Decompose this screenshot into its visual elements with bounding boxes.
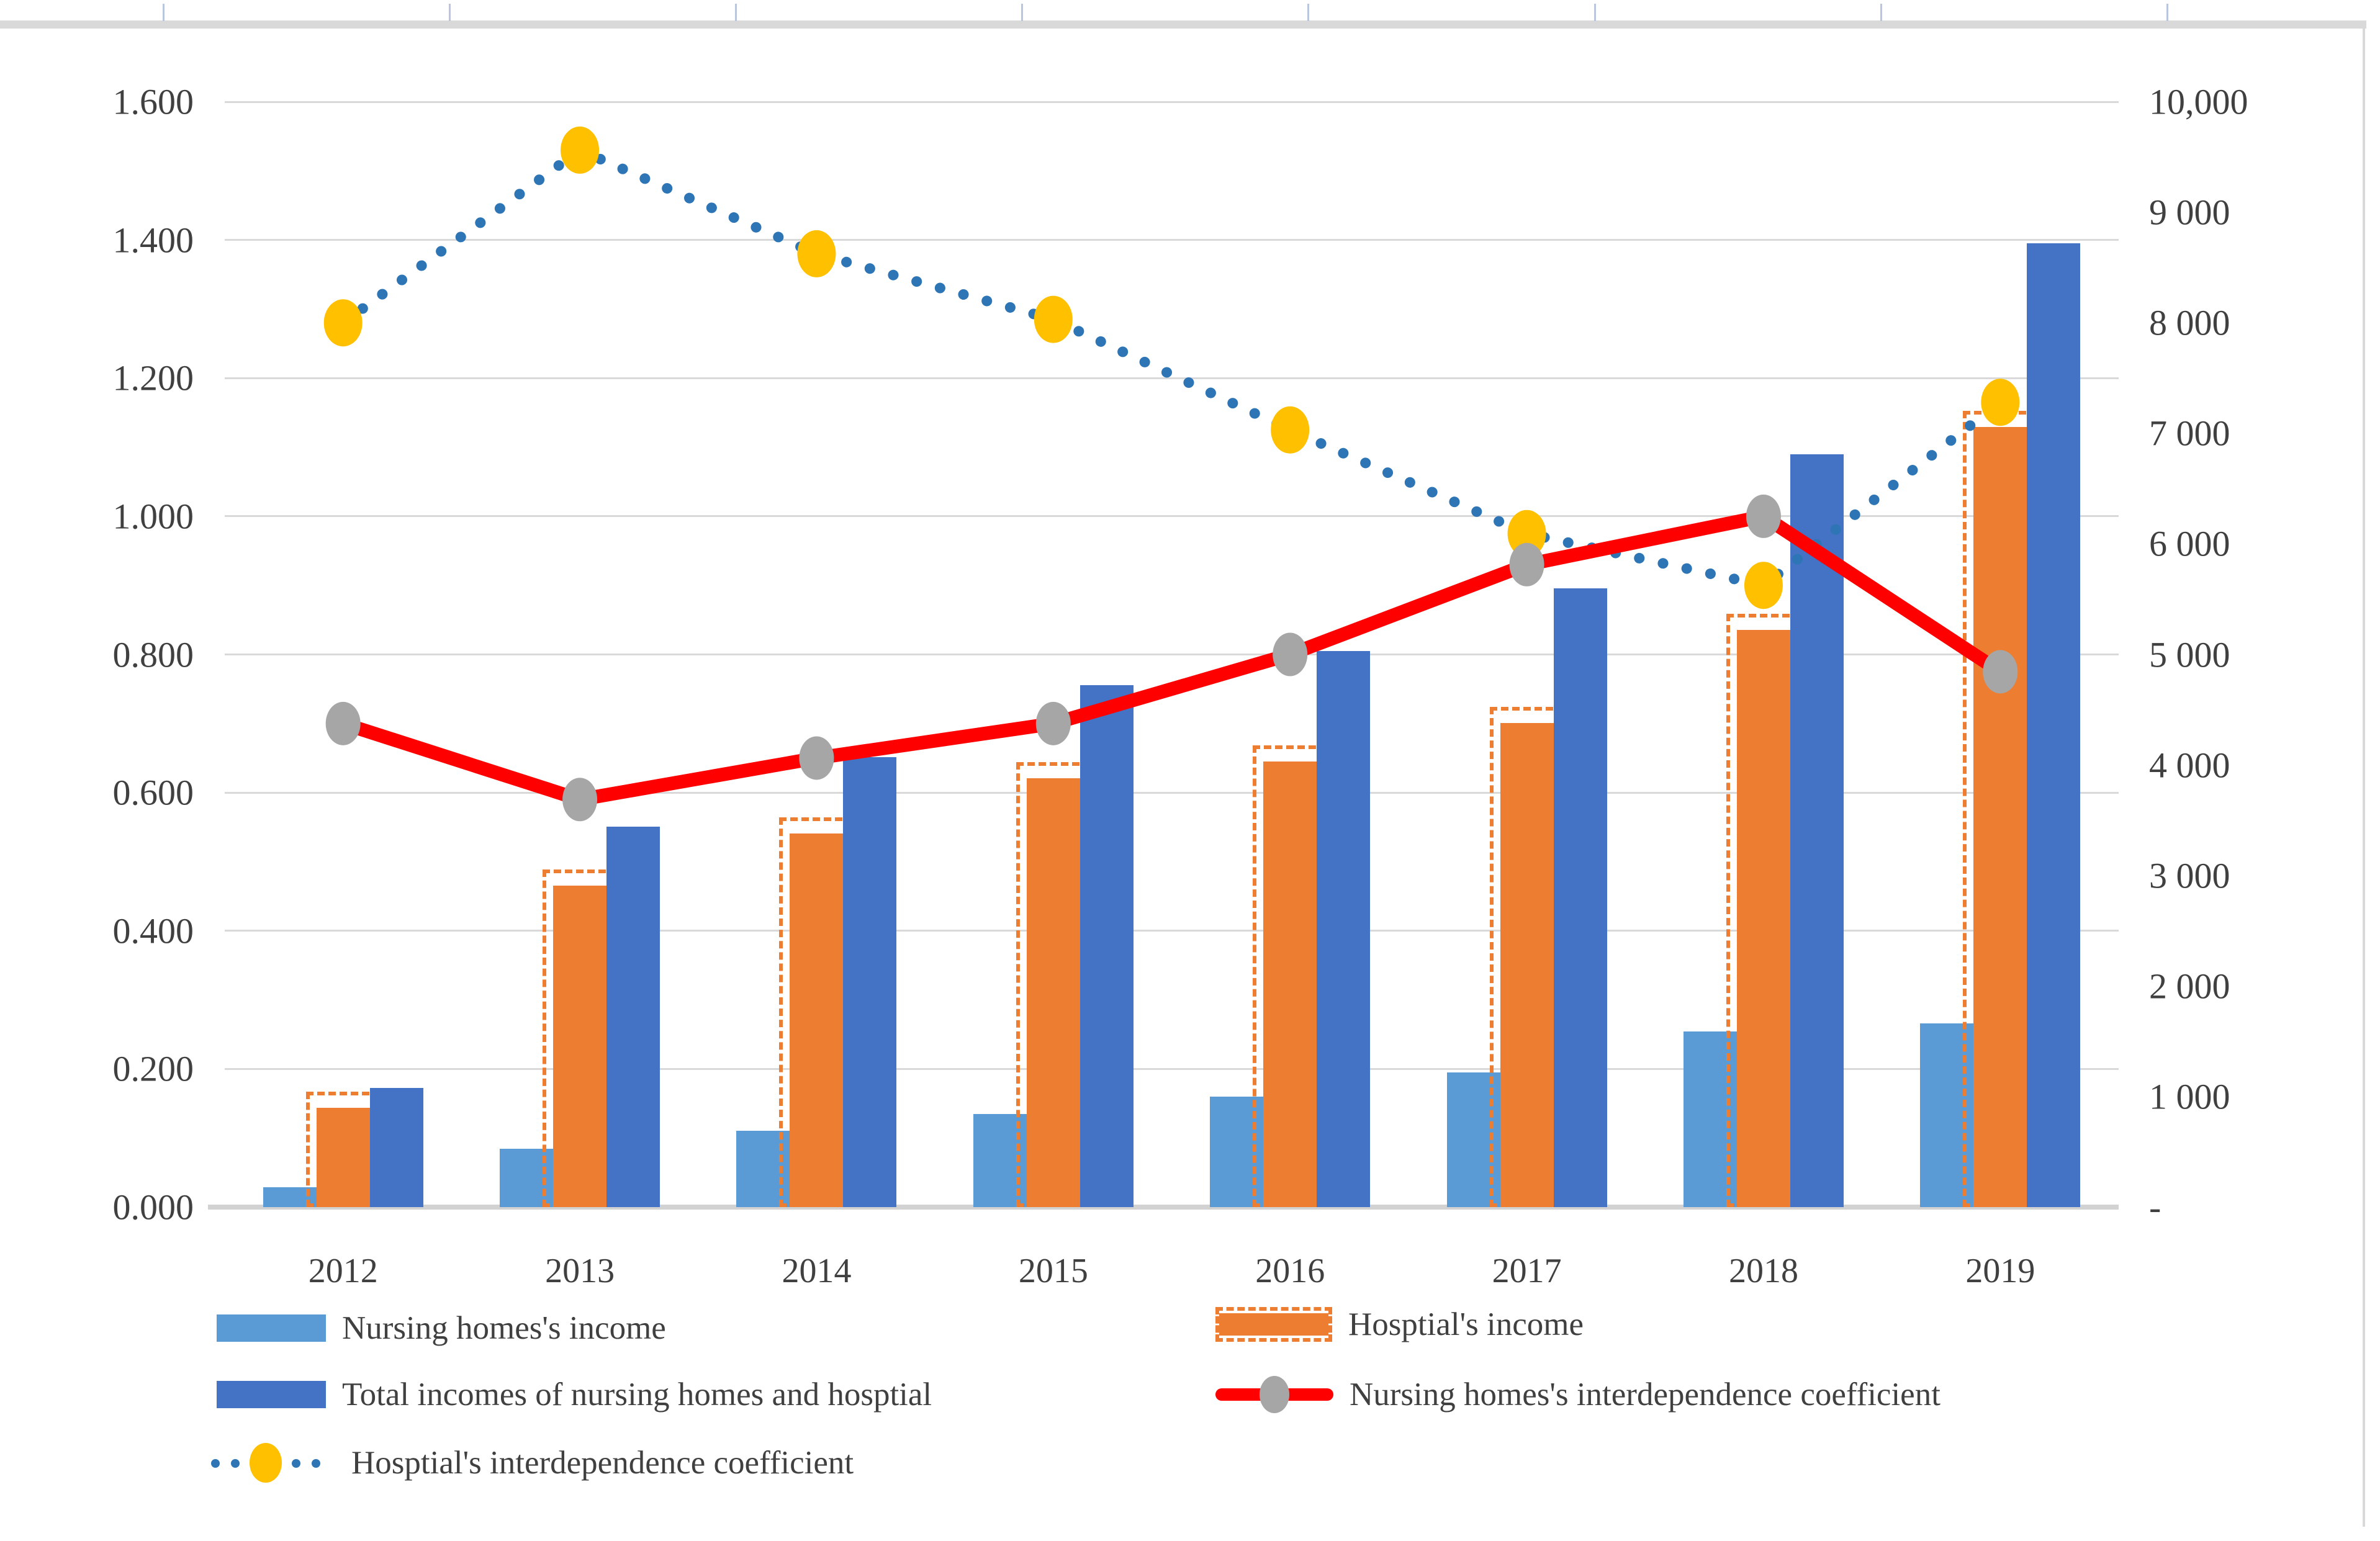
- legend-item-hospital-income: Hosptial's income: [1215, 1305, 1584, 1344]
- left-axis-tick-label: 0.000: [112, 1187, 194, 1228]
- right-axis-tick-label: 5 000: [2149, 634, 2230, 675]
- gray-marker: [562, 778, 598, 822]
- gray-marker: [1509, 542, 1544, 586]
- top-axis-line: [0, 20, 2366, 29]
- hospital-income-bar-dashed-outline: [305, 1091, 381, 1207]
- top-axis-tick: [1880, 4, 1882, 21]
- right-axis-tick-label: 2 000: [2149, 966, 2230, 1007]
- right-axis-tick-label: 3 000: [2149, 855, 2230, 896]
- left-axis-tick-label: 1.000: [112, 496, 194, 537]
- top-axis-tick: [735, 4, 737, 21]
- right-axis-tick-label: 8 000: [2149, 302, 2230, 343]
- bar-total-income: [2027, 243, 2081, 1207]
- x-axis-tick-label: 2017: [1492, 1252, 1562, 1290]
- hospital-income-bar-dashed-outline: [1489, 706, 1564, 1207]
- top-axis-tick: [2166, 4, 2168, 21]
- legend-label: Hosptial's interdependence coefficient: [351, 1445, 854, 1481]
- top-axis-tick: [1593, 4, 1596, 21]
- left-axis-tick-label: 1.200: [112, 357, 194, 398]
- bar-total-income: [606, 827, 660, 1207]
- secondary-vertical-axis-line: [2363, 25, 2365, 1527]
- legend-label: Nursing homes's income: [342, 1310, 666, 1346]
- x-axis-tick-label: 2016: [1255, 1252, 1325, 1290]
- yellow-marker: [1744, 562, 1783, 609]
- x-axis-tick-label: 2014: [782, 1252, 852, 1290]
- hospital-income-bar-dashed-outline: [1726, 614, 1801, 1207]
- bar-hospital-income: [790, 833, 844, 1207]
- gridline: [225, 239, 2119, 241]
- hospital-income-bar-dashed-outline: [1016, 762, 1091, 1207]
- red-line-swatch-icon: [1215, 1375, 1333, 1414]
- gridline: [225, 377, 2119, 379]
- right-axis-tick-label: 1 000: [2149, 1076, 2230, 1117]
- yellow-marker: [323, 299, 363, 347]
- left-axis-tick-label: 1.400: [112, 220, 194, 261]
- total-income-swatch-icon: [217, 1381, 326, 1408]
- gray-marker: [325, 701, 361, 745]
- gray-marker: [1035, 701, 1071, 745]
- bar-hospital-income: [316, 1107, 370, 1207]
- legend-label: Nursing homes's interdependence coeffici…: [1350, 1377, 1941, 1413]
- bar-total-income: [1317, 651, 1371, 1207]
- x-axis-tick-label: 2013: [545, 1252, 615, 1290]
- x-axis-tick-label: 2018: [1728, 1252, 1798, 1290]
- right-axis-tick-label: -: [2149, 1187, 2161, 1228]
- hospital-income-bar-dashed-outline: [543, 869, 618, 1207]
- hospital-income-bar-dashed-outline: [1963, 410, 2038, 1207]
- x-axis-tick-label: 2019: [1965, 1252, 2035, 1290]
- hospital-income-bar-dashed-outline: [779, 817, 854, 1207]
- bar-total-income: [1080, 685, 1134, 1207]
- bar-total-income: [843, 757, 897, 1207]
- hospital-income-swatch-icon: [1215, 1307, 1332, 1342]
- legend-label: Hosptial's income: [1348, 1306, 1584, 1342]
- bar-hospital-income: [553, 885, 607, 1207]
- bar-hospital-income: [1026, 778, 1080, 1207]
- top-axis-tick: [1021, 4, 1024, 21]
- bar-total-income: [1790, 454, 1844, 1207]
- nursing-income-swatch-icon: [217, 1314, 326, 1342]
- legend-item-total-income: Total incomes of nursing homes and hospt…: [217, 1375, 932, 1414]
- dotted-line-swatch-icon: [211, 1443, 335, 1483]
- right-axis-tick-label: 7 000: [2149, 413, 2230, 454]
- left-axis-tick-label: 0.400: [112, 910, 194, 951]
- yellow-marker: [797, 230, 836, 277]
- line-hospital-coefficient: [338, 144, 2006, 591]
- x-axis-tick-label: 2012: [308, 1252, 378, 1290]
- bar-total-income: [1553, 588, 1607, 1207]
- yellow-marker: [561, 126, 600, 174]
- legend-label: Total incomes of nursing homes and hospt…: [342, 1377, 932, 1413]
- right-axis-tick-label: 6 000: [2149, 523, 2230, 564]
- right-axis-tick-label: 4 000: [2149, 745, 2230, 786]
- right-axis-tick-label: 9 000: [2149, 192, 2230, 233]
- gridline: [225, 1067, 2119, 1070]
- hospital-income-bar-dashed-outline: [1253, 745, 1328, 1207]
- left-axis-tick-label: 0.200: [112, 1048, 194, 1089]
- bar-total-income: [369, 1087, 423, 1207]
- gray-marker: [799, 736, 834, 780]
- gridline: [225, 930, 2119, 932]
- top-axis-tick: [1307, 4, 1310, 21]
- legend-item-nursing-coefficient: Nursing homes's interdependence coeffici…: [1215, 1375, 1941, 1414]
- legend-item-hospital-coefficient: Hosptial's interdependence coefficient: [211, 1443, 854, 1483]
- x-axis-tick-label: 2015: [1018, 1252, 1088, 1290]
- left-axis-tick-label: 1.600: [112, 81, 194, 122]
- yellow-marker: [1271, 406, 1310, 454]
- top-axis-tick: [163, 4, 165, 21]
- x-axis-line: [208, 1205, 2119, 1210]
- top-axis-tick: [449, 4, 451, 21]
- legend-item-nursing-income: Nursing homes's income: [217, 1308, 666, 1348]
- right-axis-tick-label: 10,000: [2149, 81, 2248, 122]
- gridline: [225, 101, 2119, 103]
- bar-hospital-income: [1263, 762, 1317, 1207]
- left-axis-tick-label: 0.600: [112, 772, 194, 813]
- left-axis-tick-label: 0.800: [112, 634, 194, 675]
- yellow-marker: [1034, 295, 1073, 343]
